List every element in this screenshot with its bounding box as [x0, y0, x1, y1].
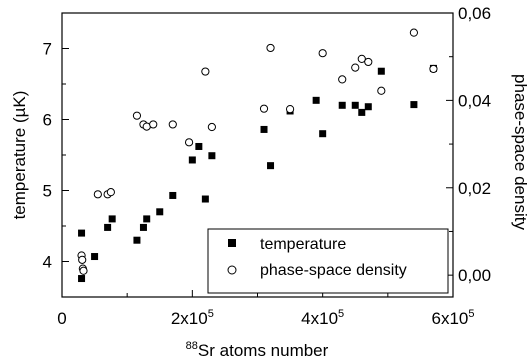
- point-phase-space-density: [429, 64, 438, 74]
- point-phase-space-density: [409, 28, 418, 37]
- point-phase-space-density: [357, 54, 366, 63]
- point-temperature: [133, 236, 141, 244]
- point-temperature: [410, 101, 418, 109]
- point-temperature: [208, 152, 216, 160]
- point-phase-space-density: [207, 122, 216, 132]
- x-axis-label-superscript: 88: [186, 340, 198, 352]
- x-tick-label-400000: 4x105: [301, 308, 344, 328]
- point-phase-space-density: [377, 86, 386, 95]
- y-left-tick-label-4: 4: [43, 253, 52, 272]
- point-temperature: [139, 223, 147, 231]
- point-temperature: [108, 215, 116, 223]
- point-temperature: [377, 67, 385, 75]
- legend-marker-phase-space-density: [227, 265, 237, 275]
- y-right-tick-label-0-04: 0,04: [458, 91, 491, 110]
- legend-marker-temperature: [228, 239, 236, 247]
- legend-label-temperature: temperature: [260, 236, 346, 253]
- point-temperature: [267, 162, 275, 170]
- point-temperature: [169, 191, 177, 199]
- y-left-tick-label-6: 6: [43, 111, 52, 130]
- point-temperature: [201, 195, 209, 203]
- y-right-tick-label-0-00: 0,00: [458, 266, 491, 285]
- ticks-layer: 0 2x105 4x105 6x105 4 5 6 7 0,00 0,02 0,04 0,06: [43, 4, 492, 328]
- point-temperature: [78, 229, 86, 237]
- point-phase-space-density: [201, 67, 210, 76]
- point-temperature: [260, 125, 268, 133]
- point-temperature: [78, 275, 86, 283]
- point-phase-space-density: [132, 111, 142, 120]
- point-temperature: [188, 156, 196, 164]
- y-right-tick-label-0-06: 0,06: [458, 4, 491, 23]
- y-right-tick-label-0-02: 0,02: [458, 179, 491, 198]
- point-temperature: [195, 142, 203, 150]
- point-phase-space-density: [351, 63, 360, 72]
- point-phase-space-density: [318, 49, 327, 58]
- point-temperature: [364, 103, 372, 111]
- point-phase-space-density: [364, 57, 373, 67]
- legend-label-phase-space-density: phase-space density: [260, 262, 407, 279]
- x-tick-label-600000: 6x105: [432, 308, 475, 328]
- point-temperature: [143, 215, 151, 223]
- point-phase-space-density: [79, 266, 88, 275]
- point-temperature: [319, 130, 327, 138]
- point-phase-space-density: [106, 188, 115, 197]
- y-left-tick-label-5: 5: [43, 182, 52, 201]
- point-phase-space-density: [168, 120, 177, 129]
- y-left-tick-label-7: 7: [43, 40, 52, 59]
- point-temperature: [358, 108, 366, 116]
- point-phase-space-density: [266, 43, 275, 53]
- legend-box: [207, 228, 449, 294]
- point-temperature: [312, 96, 320, 104]
- legend: temperature phase-space density: [207, 228, 449, 294]
- point-phase-space-density: [93, 190, 102, 199]
- point-phase-space-density: [78, 255, 87, 264]
- y-axis-right-label: phase-space density: [511, 74, 530, 230]
- x-tick-label-200000: 2x105: [171, 308, 214, 328]
- x-tick-label-0: 0: [57, 309, 66, 328]
- x-axis-label-text: Sr atoms number: [198, 341, 329, 360]
- point-phase-space-density: [338, 75, 347, 84]
- x-axis-label: 88Sr atoms number: [186, 340, 329, 360]
- point-temperature: [156, 208, 164, 216]
- point-temperature: [91, 253, 99, 261]
- point-phase-space-density: [184, 138, 194, 147]
- point-phase-space-density: [285, 105, 295, 114]
- point-temperature: [338, 101, 346, 109]
- point-temperature: [104, 223, 112, 231]
- point-temperature: [351, 101, 359, 109]
- point-phase-space-density: [259, 104, 269, 113]
- point-phase-space-density: [149, 120, 158, 129]
- y-axis-left-label: temperature (µK): [10, 91, 29, 220]
- points-layer: [77, 28, 438, 283]
